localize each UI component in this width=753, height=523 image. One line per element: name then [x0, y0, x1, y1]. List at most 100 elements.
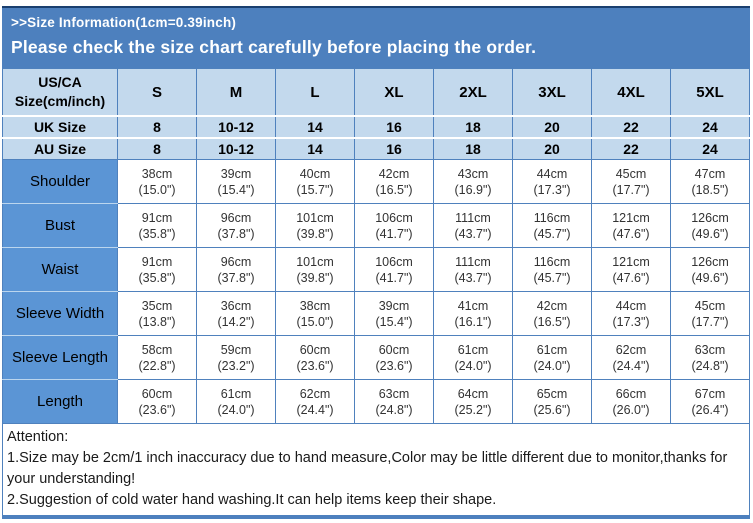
measurement-cell: 126cm (49.6")	[670, 247, 750, 292]
au-size-cell: 20	[512, 137, 592, 160]
measurement-cell: 40cm (15.7")	[275, 159, 355, 204]
page-subtitle: Please check the size chart carefully be…	[11, 37, 537, 57]
au-size-cell: 24	[670, 137, 750, 160]
measurement-cell: 41cm (16.1")	[433, 291, 513, 336]
uk-size-cell: 10-12	[196, 115, 276, 139]
au-size-cell: 16	[354, 137, 434, 160]
measurement-cell: 35cm (13.8")	[117, 291, 197, 336]
size-column-header: 4XL	[591, 68, 671, 117]
corner-line2: Size(cm/inch)	[14, 93, 106, 109]
measurement-cell: 38cm (15.0")	[117, 159, 197, 204]
measurement-cell: 58cm (22.8")	[117, 335, 197, 380]
measurement-cell: 116cm (45.7")	[512, 247, 592, 292]
measurement-row-waist: Waist 91cm (35.8") 96cm (37.8") 101cm (39.8…	[2, 247, 750, 292]
measurement-label: Shoulder	[2, 159, 118, 204]
uk-size-cell: 16	[354, 115, 434, 139]
measurement-cell: 44cm (17.3")	[591, 291, 671, 336]
measurement-cell: 63cm (24.8")	[354, 379, 434, 424]
size-column-header: S	[117, 68, 197, 117]
measurement-label: Bust	[2, 203, 118, 248]
page-title: >>Size Information(1cm=0.39inch)	[11, 15, 237, 30]
measurement-cell: 59cm (23.2")	[196, 335, 276, 380]
size-column-header: L	[275, 68, 355, 117]
au-size-label: AU Size	[2, 137, 118, 160]
size-chart-table: US/CA Size(cm/inch) S M L XL 2XL 3XL 4XL…	[2, 68, 750, 424]
measurement-cell: 60cm (23.6")	[275, 335, 355, 380]
measurement-cell: 126cm (49.6")	[670, 203, 750, 248]
measurement-label: Sleeve Length	[2, 335, 118, 380]
au-size-row: AU Size 8 10-12 14 16 18 20 22 24	[2, 137, 750, 160]
uk-size-cell: 14	[275, 115, 355, 139]
measurement-cell: 42cm (16.5")	[512, 291, 592, 336]
measurement-row-sleeve-length: Sleeve Length 58cm (22.8") 59cm (23.2") 60…	[2, 335, 750, 380]
measurement-cell: 47cm (18.5")	[670, 159, 750, 204]
measurement-label: Length	[2, 379, 118, 424]
measurement-cell: 61cm (24.0")	[196, 379, 276, 424]
header-banner: >>Size Information(1cm=0.39inch) Please …	[2, 6, 750, 68]
uk-size-row: UK Size 8 10-12 14 16 18 20 22 24	[2, 115, 750, 139]
measurement-cell: 65cm (25.6")	[512, 379, 592, 424]
attention-heading: Attention:	[7, 429, 69, 445]
measurement-cell: 121cm (47.6")	[591, 247, 671, 292]
au-size-cell: 18	[433, 137, 513, 160]
measurement-cell: 96cm (37.8")	[196, 203, 276, 248]
au-size-cell: 22	[591, 137, 671, 160]
measurement-cell: 91cm (35.8")	[117, 247, 197, 292]
au-size-cell: 14	[275, 137, 355, 160]
measurement-cell: 44cm (17.3")	[512, 159, 592, 204]
measurement-cell: 67cm (26.4")	[670, 379, 750, 424]
uk-size-cell: 20	[512, 115, 592, 139]
attention-note: Attention: 1.Size may be 2cm/1 inch inac…	[2, 424, 750, 519]
measurement-cell: 61cm (24.0")	[433, 335, 513, 380]
measurement-cell: 42cm (16.5")	[354, 159, 434, 204]
measurement-label: Waist	[2, 247, 118, 292]
measurement-cell: 45cm (17.7")	[591, 159, 671, 204]
measurement-cell: 60cm (23.6")	[354, 335, 434, 380]
measurement-cell: 43cm (16.9")	[433, 159, 513, 204]
measurement-row-length: Length 60cm (23.6") 61cm (24.0") 62cm (24.4…	[2, 379, 750, 424]
measurement-cell: 101cm (39.8")	[275, 247, 355, 292]
size-column-header: 3XL	[512, 68, 592, 117]
measurement-cell: 111cm (43.7")	[433, 247, 513, 292]
uk-size-label: UK Size	[2, 115, 118, 139]
measurement-cell: 111cm (43.7")	[433, 203, 513, 248]
measurement-cell: 91cm (35.8")	[117, 203, 197, 248]
corner-line1: US/CA	[38, 74, 82, 91]
measurement-row-sleeve-width: Sleeve Width 35cm (13.8") 36cm (14.2") 38c…	[2, 291, 750, 336]
au-size-cell: 8	[117, 137, 197, 160]
measurement-cell: 106cm (41.7")	[354, 247, 434, 292]
measurement-cell: 38cm (15.0")	[275, 291, 355, 336]
measurement-row-shoulder: Shoulder 38cm (15.0") 39cm (15.4") 40cm (15…	[2, 159, 750, 204]
uk-size-cell: 18	[433, 115, 513, 139]
measurement-cell: 45cm (17.7")	[670, 291, 750, 336]
corner-header-cell: US/CA Size(cm/inch)	[2, 68, 118, 117]
measurement-cell: 60cm (23.6")	[117, 379, 197, 424]
measurement-cell: 63cm (24.8")	[670, 335, 750, 380]
measurement-cell: 39cm (15.4")	[354, 291, 434, 336]
size-header-row: US/CA Size(cm/inch) S M L XL 2XL 3XL 4XL…	[2, 68, 750, 117]
attention-line1: 1.Size may be 2cm/1 inch inaccuracy due …	[7, 449, 728, 487]
measurement-cell: 101cm (39.8")	[275, 203, 355, 248]
size-column-header: XL	[354, 68, 434, 117]
uk-size-cell: 24	[670, 115, 750, 139]
uk-size-cell: 22	[591, 115, 671, 139]
measurement-row-bust: Bust 91cm (35.8") 96cm (37.8") 101cm (39.8"…	[2, 203, 750, 248]
measurement-cell: 116cm (45.7")	[512, 203, 592, 248]
size-column-header: 2XL	[433, 68, 513, 117]
measurement-label: Sleeve Width	[2, 291, 118, 336]
measurement-cell: 96cm (37.8")	[196, 247, 276, 292]
au-size-cell: 10-12	[196, 137, 276, 160]
measurement-cell: 121cm (47.6")	[591, 203, 671, 248]
measurement-cell: 62cm (24.4")	[591, 335, 671, 380]
measurement-cell: 62cm (24.4")	[275, 379, 355, 424]
attention-line2: 2.Suggestion of cold water hand washing.…	[7, 491, 497, 508]
measurement-cell: 36cm (14.2")	[196, 291, 276, 336]
measurement-cell: 61cm (24.0")	[512, 335, 592, 380]
measurement-cell: 64cm (25.2")	[433, 379, 513, 424]
uk-size-cell: 8	[117, 115, 197, 139]
size-column-header: M	[196, 68, 276, 117]
measurement-cell: 39cm (15.4")	[196, 159, 276, 204]
size-column-header: 5XL	[670, 68, 750, 117]
measurement-cell: 66cm (26.0")	[591, 379, 671, 424]
